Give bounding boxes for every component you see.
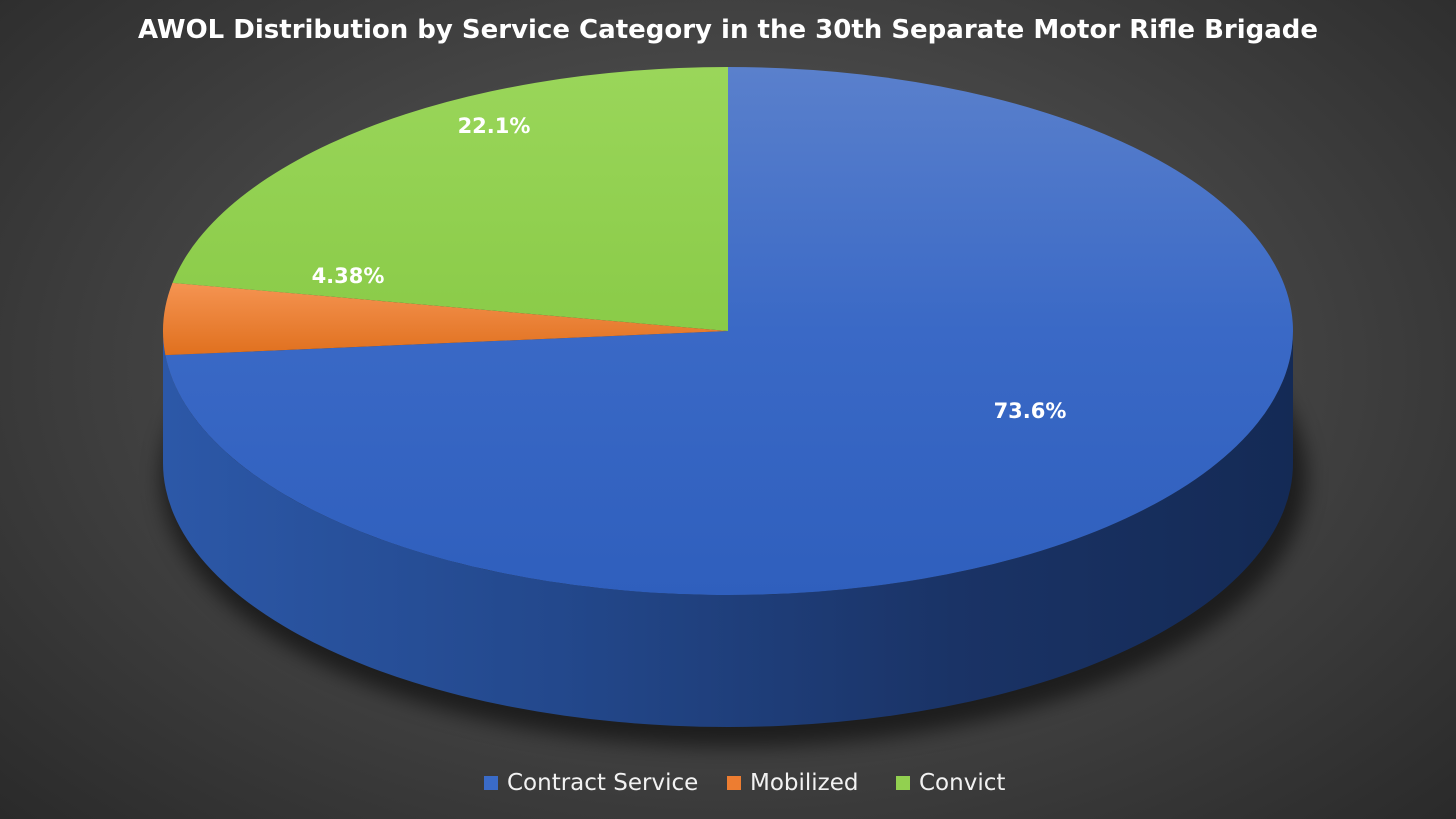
pie-slice-convict: [172, 67, 729, 331]
pie-slices: [162, 67, 1294, 595]
chart-title: AWOL Distribution by Service Category in…: [138, 15, 1318, 45]
legend-swatch-convict: [896, 776, 910, 790]
legend-label-mobilized: Mobilized: [750, 770, 859, 796]
data-label-convict: 22.1%: [458, 114, 531, 138]
legend-label-contract-service: Contract Service: [507, 770, 698, 796]
legend-item-mobilized: Mobilized: [727, 770, 859, 796]
pie-side-wall: [163, 331, 1293, 727]
legend-swatch-mobilized: [727, 776, 741, 790]
pie-data-labels: 73.6% 4.38% 22.1%: [312, 114, 1067, 423]
legend-item-contract-service: Contract Service: [484, 770, 698, 796]
legend: Contract Service Mobilized Convict: [484, 770, 1005, 796]
legend-label-convict: Convict: [919, 770, 1005, 796]
data-label-mobilized: 4.38%: [312, 264, 385, 288]
pie-slice-contract-service: [165, 67, 1294, 595]
pie-side-contract-service: [163, 331, 1293, 727]
legend-item-convict: Convict: [896, 770, 1005, 796]
legend-swatch-contract-service: [484, 776, 498, 790]
pie-slice-mobilized: [162, 282, 728, 356]
data-label-contract-service: 73.6%: [994, 399, 1067, 423]
